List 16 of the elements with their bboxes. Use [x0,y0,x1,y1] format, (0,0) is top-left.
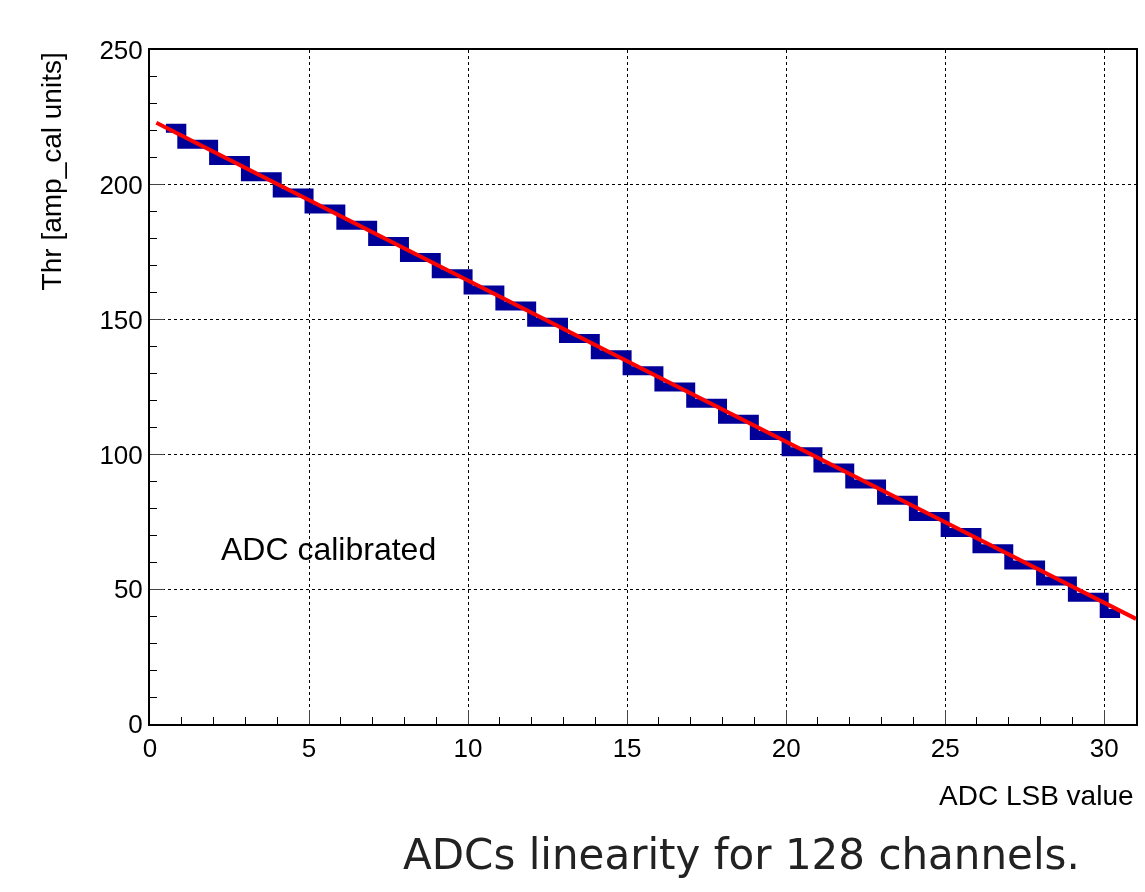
y-tick-label: 250 [99,35,143,66]
annotation: ADC calibrated [221,531,437,567]
x-axis-title: ADC LSB value [939,780,1134,811]
text: ADCs linearity for 128 channels. [403,830,1080,879]
y-tick-label: 50 [113,574,143,605]
y-tick-label: 0 [128,709,143,740]
x-tick-label: 30 [1089,733,1119,764]
y-tick-label: 200 [99,169,143,200]
x-tick-label: 10 [453,733,483,764]
y-tick-label: 100 [99,439,143,470]
x-tick-label: 20 [771,733,801,764]
x-tick-label: 5 [301,733,317,764]
y-axis-title: Thr [amp_cal units] [36,52,68,291]
x-tick-label: 25 [930,733,960,764]
y-tick-label: 150 [99,304,143,335]
x-tick-label: 15 [612,733,642,764]
